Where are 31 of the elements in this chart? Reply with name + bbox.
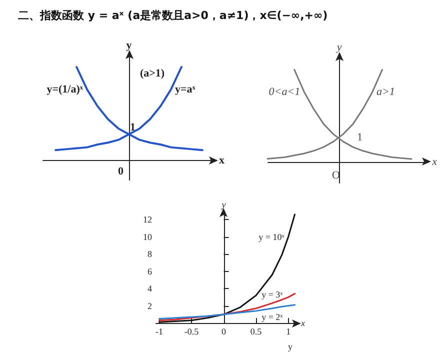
y-axis-title: y	[220, 200, 226, 210]
y-tick-label: 8	[148, 249, 152, 260]
y-tick-label: 4	[148, 284, 152, 294]
x-axis-title: x	[431, 156, 438, 168]
series-label: 0<a<1	[268, 86, 300, 98]
y-tick-label: 2	[148, 300, 152, 311]
series-label: y=aˣ	[174, 83, 196, 96]
x-tick-label: 1	[286, 326, 291, 336]
text: y	[288, 342, 293, 352]
series-label: a>1	[376, 86, 395, 98]
y-tick-label: 12	[143, 214, 152, 225]
line-series	[158, 214, 296, 323]
series-label: y=(1/a)ˣ	[46, 83, 84, 96]
x-tick-label: 0.5	[250, 326, 262, 336]
x-axis-title: x	[219, 154, 225, 166]
y-axis-title: y	[126, 40, 132, 52]
series-label: y = 10ˣ	[258, 232, 285, 242]
annotation: 1	[130, 122, 136, 134]
x-tick-label: -0.5	[184, 326, 200, 336]
series-label: y = 2ˣ	[262, 312, 284, 322]
y-tick-label: 6	[148, 266, 152, 276]
chart-title: 二、指数函数 y = aˣ (a是常数且a>0，a≠1)，x∈(−∞,+∞)	[18, 8, 328, 23]
y-tick-label: 10	[143, 232, 152, 242]
x-tick-label: -1	[155, 326, 163, 336]
y-axis-title: y	[336, 42, 342, 54]
series-label: y = 3ˣ	[262, 290, 284, 300]
annotation: 1	[357, 132, 362, 144]
x-axis-title: x	[300, 318, 305, 328]
text: 0	[118, 166, 124, 178]
x-tick-label: 0	[222, 326, 227, 336]
annotation: (a>1)	[140, 68, 165, 80]
